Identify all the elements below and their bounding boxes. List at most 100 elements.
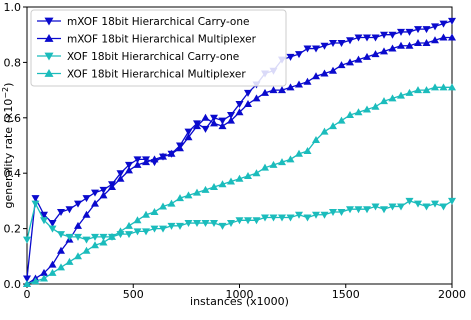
y-axis-label-exponent: −2 bbox=[1, 87, 10, 99]
legend-marker bbox=[44, 69, 54, 77]
data-point bbox=[193, 220, 201, 228]
data-point bbox=[82, 236, 91, 244]
data-point bbox=[295, 149, 303, 157]
data-point bbox=[31, 277, 40, 285]
data-point bbox=[40, 274, 48, 282]
data-point bbox=[133, 228, 142, 236]
data-point bbox=[388, 203, 397, 211]
series-line bbox=[26, 86, 452, 285]
data-point bbox=[303, 214, 312, 222]
data-point bbox=[176, 144, 184, 152]
data-point bbox=[57, 231, 65, 239]
data-point bbox=[252, 169, 261, 177]
legend-label: XOF 18bit Hierarchical Multiplexer bbox=[67, 69, 246, 81]
data-point bbox=[74, 200, 82, 208]
data-point bbox=[346, 37, 354, 45]
data-point bbox=[405, 28, 414, 36]
data-point bbox=[227, 112, 235, 120]
data-point bbox=[303, 77, 312, 85]
data-point bbox=[159, 225, 167, 233]
data-point bbox=[167, 199, 176, 207]
data-point bbox=[176, 194, 184, 202]
data-point bbox=[278, 158, 286, 166]
data-point bbox=[133, 156, 142, 164]
data-point bbox=[218, 122, 227, 130]
data-point bbox=[23, 275, 31, 283]
data-point bbox=[23, 280, 31, 287]
data-point bbox=[363, 105, 371, 113]
data-point bbox=[142, 228, 150, 236]
data-point bbox=[235, 100, 244, 108]
data-point bbox=[388, 94, 397, 102]
x-axis: 0 500 1000 1500 2000 bbox=[24, 284, 466, 301]
data-point bbox=[91, 199, 99, 207]
x-tick-label: 500 bbox=[123, 288, 144, 301]
data-point bbox=[320, 211, 329, 219]
data-point bbox=[48, 225, 57, 233]
data-point bbox=[397, 203, 405, 211]
data-point bbox=[380, 31, 388, 39]
data-point bbox=[303, 147, 312, 155]
data-point bbox=[48, 220, 57, 228]
data-point bbox=[40, 211, 48, 219]
legend-item: mXOF 18bit Hierarchical Multiplexer bbox=[37, 34, 257, 46]
data-point bbox=[337, 116, 346, 124]
data-point bbox=[116, 174, 125, 182]
data-point bbox=[414, 39, 422, 47]
data-point bbox=[235, 217, 244, 225]
data-point bbox=[125, 166, 133, 174]
data-point bbox=[116, 227, 125, 235]
data-point bbox=[363, 52, 371, 60]
data-point bbox=[329, 66, 337, 74]
data-point bbox=[286, 83, 295, 91]
data-point bbox=[439, 20, 448, 28]
data-point bbox=[218, 222, 227, 230]
data-point bbox=[286, 53, 295, 61]
series-layer bbox=[23, 17, 456, 287]
data-point bbox=[108, 183, 116, 191]
data-point bbox=[397, 41, 405, 49]
data-point bbox=[142, 210, 150, 218]
data-point bbox=[210, 114, 218, 122]
data-point bbox=[397, 91, 405, 99]
legend: mXOF 18bit Hierarchical Carry-one mXOF 18… bbox=[30, 9, 287, 87]
data-point bbox=[312, 45, 320, 53]
data-point bbox=[193, 188, 201, 196]
data-point bbox=[184, 191, 193, 199]
data-point bbox=[159, 202, 167, 210]
y-axis-label: generality rate (x10−2) bbox=[1, 83, 16, 209]
data-point bbox=[133, 160, 142, 168]
data-point bbox=[295, 211, 303, 219]
data-point bbox=[380, 97, 388, 105]
legend-box bbox=[30, 9, 287, 87]
data-point bbox=[125, 161, 133, 169]
data-point bbox=[31, 195, 40, 203]
data-point bbox=[329, 208, 337, 216]
data-point bbox=[218, 180, 227, 188]
data-point bbox=[31, 200, 40, 208]
legend-marker bbox=[44, 34, 54, 42]
x-tick-label: 1000 bbox=[226, 288, 254, 301]
data-point bbox=[252, 217, 261, 225]
data-point bbox=[380, 47, 388, 55]
data-point bbox=[99, 233, 108, 241]
y-tick-label: 0.6 bbox=[4, 112, 22, 125]
data-point bbox=[371, 203, 380, 211]
data-point bbox=[244, 99, 252, 107]
data-point bbox=[167, 222, 176, 230]
data-point bbox=[422, 26, 431, 34]
data-point bbox=[431, 200, 439, 208]
data-point bbox=[244, 89, 252, 97]
data-point bbox=[57, 263, 65, 271]
data-point bbox=[40, 268, 48, 276]
data-point bbox=[448, 33, 456, 41]
data-point bbox=[422, 86, 431, 94]
data-point bbox=[125, 231, 133, 239]
data-point bbox=[354, 108, 363, 116]
x-tick-label: 0 bbox=[24, 288, 31, 301]
data-point bbox=[269, 160, 278, 168]
legend-item: XOF 18bit Hierarchical Carry-one bbox=[37, 51, 239, 63]
data-point bbox=[210, 119, 218, 127]
data-point bbox=[82, 210, 91, 218]
legend-marker bbox=[44, 52, 54, 61]
